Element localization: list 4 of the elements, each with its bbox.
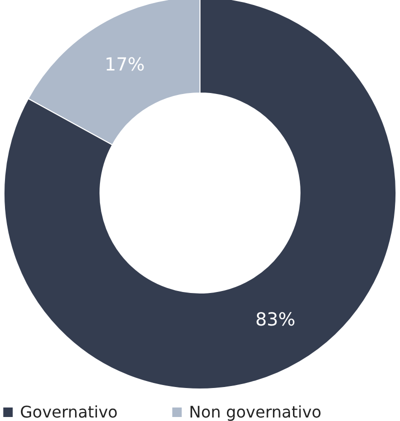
legend-label: Governativo <box>20 402 118 421</box>
data-label: 17% <box>104 54 145 76</box>
data-label: 83% <box>255 309 296 330</box>
legend-label: Non governativo <box>189 402 322 421</box>
